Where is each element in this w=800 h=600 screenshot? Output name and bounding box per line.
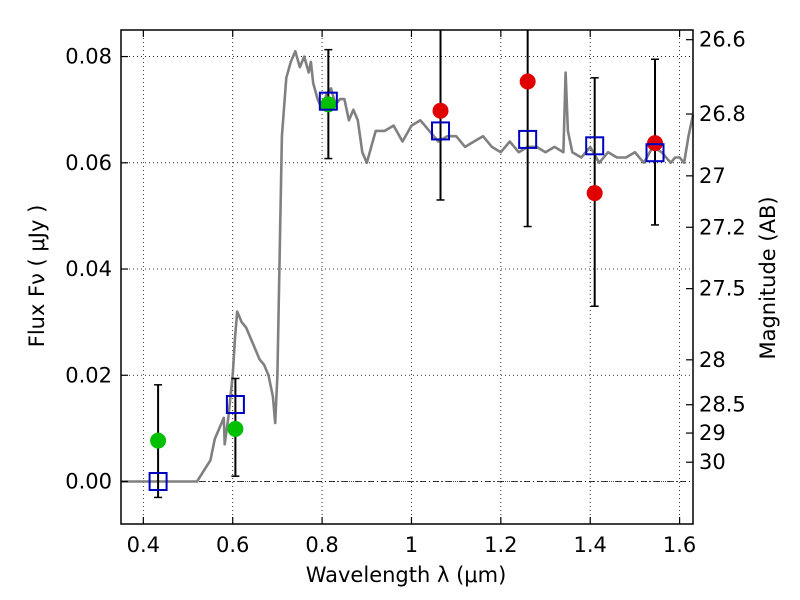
y-tick-label: 0.04: [65, 257, 112, 281]
y-axis-label-left: Flux Fν ( μJy ): [25, 205, 49, 348]
sed-layer: [121, 49, 695, 483]
magnitude-tick-label: 26.8: [699, 102, 746, 126]
y-axis-label-right: Magnitude (AB): [756, 196, 780, 359]
x-axis-label: Wavelength λ (μm): [306, 563, 507, 587]
model-square-point: [518, 129, 538, 149]
model-square-point: [431, 121, 451, 141]
model-square-point: [585, 136, 605, 156]
ticks: 0.4 0.6 0.8 1 1.2 1.4 1.6 0.00 0.02 0.04 0.06 0.08 2…: [65, 28, 746, 557]
sed-spectrum-line: [121, 49, 695, 483]
square-layer: [148, 91, 665, 492]
red-data-point: [519, 73, 536, 90]
x-tick-label: 0.8: [305, 533, 338, 557]
model-square-point: [225, 394, 245, 414]
magnitude-tick-label: 30: [699, 450, 726, 474]
red-data-point: [432, 102, 449, 119]
y-tick-label: 0.00: [65, 470, 112, 494]
plot-frame: [120, 29, 694, 525]
x-tick-label: 0.6: [216, 533, 249, 557]
model-square-point: [645, 143, 665, 163]
green-data-point: [150, 432, 167, 449]
x-tick-label: 1: [405, 533, 418, 557]
y-tick-label: 0.08: [65, 45, 112, 69]
model-square-point: [318, 91, 338, 111]
red-data-point: [647, 135, 664, 152]
y-tick-label: 0.02: [65, 363, 112, 387]
axes-frame: [120, 29, 694, 525]
x-tick-label: 1.2: [484, 533, 517, 557]
grid: [121, 30, 693, 524]
x-tick-label: 1.4: [574, 533, 607, 557]
magnitude-tick-label: 28: [699, 348, 726, 372]
marker-layer: [150, 73, 664, 449]
magnitude-tick-label: 27: [699, 164, 726, 188]
errorbar-layer: [154, 30, 660, 499]
x-tick-label: 0.4: [127, 533, 160, 557]
green-data-point: [227, 420, 244, 437]
magnitude-tick-label: 27.2: [699, 215, 746, 239]
model-square-point: [148, 472, 168, 492]
magnitude-tick-label: 29: [699, 421, 726, 445]
magnitude-tick-label: 27.5: [699, 277, 746, 301]
y-tick-label: 0.06: [65, 151, 112, 175]
magnitude-tick-label: 26.6: [699, 28, 746, 52]
x-tick-label: 1.6: [663, 533, 696, 557]
magnitude-tick-label: 28.5: [699, 393, 746, 417]
red-data-point: [586, 185, 603, 202]
